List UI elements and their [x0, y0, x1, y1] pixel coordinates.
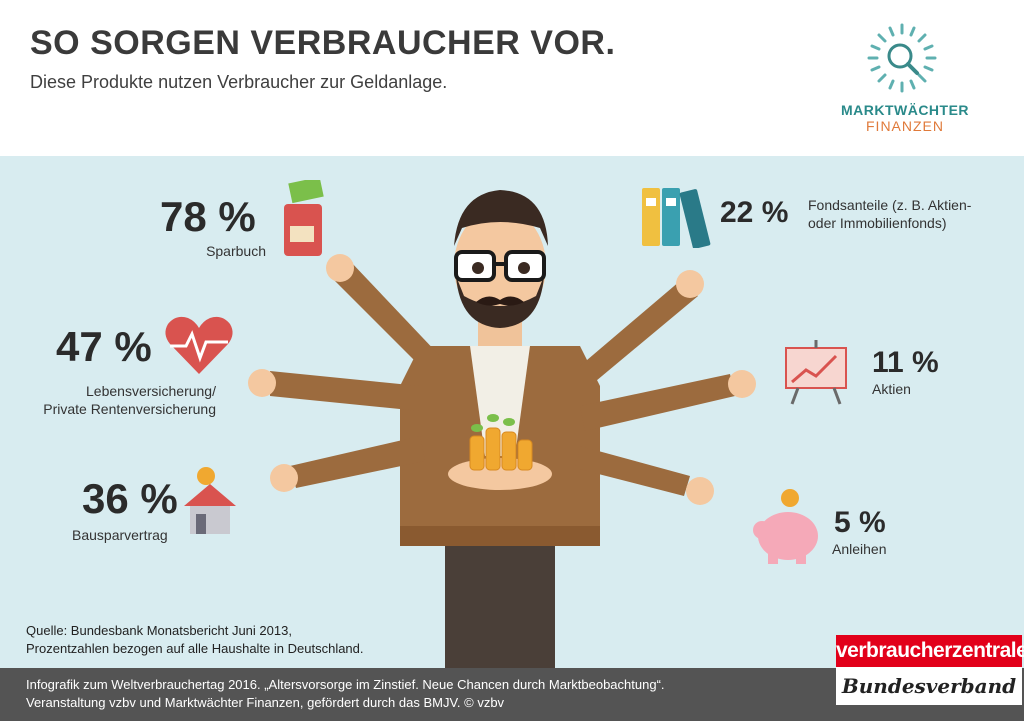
stat-label-line1: Lebensversicherung/: [86, 383, 216, 399]
stat-bausparvertrag-label-wrap: Bausparvertrag: [72, 526, 168, 544]
stat-label: Aktien: [872, 381, 911, 397]
stat-label: Sparbuch: [206, 243, 266, 259]
source-note: Quelle: Bundesbank Monatsbericht Juni 20…: [26, 622, 364, 658]
stat-lebensversicherung-label-wrap: Lebensversicherung/ Private Rentenversic…: [30, 382, 216, 418]
heart-icon: [165, 316, 233, 374]
stat-fondsanteile: 22 %: [720, 198, 788, 228]
footer-line2: Veranstaltung vzbv und Marktwächter Fina…: [26, 695, 505, 710]
source-line1: Quelle: Bundesbank Monatsbericht Juni 20…: [26, 623, 292, 638]
stat-sparbuch-label-wrap: Sparbuch: [190, 242, 266, 260]
footer-text: Infografik zum Weltverbrauchertag 2016. …: [26, 676, 665, 712]
footer-line1: Infografik zum Weltverbrauchertag 2016. …: [26, 677, 665, 692]
source-line2: Prozentzahlen bezogen auf alle Haushalte…: [26, 641, 364, 656]
wallet-icon: [284, 180, 324, 256]
stat-label: Anleihen: [832, 541, 887, 557]
stat-label-line2: Private Rentenversicherung: [43, 401, 216, 417]
man-illustration: [248, 190, 756, 668]
logo-text-finanzen: FINANZEN: [866, 118, 944, 134]
magnifier-icon: [867, 23, 937, 93]
stat-value: 11 %: [872, 346, 939, 379]
footer: Infografik zum Weltverbrauchertag 2016. …: [0, 668, 1024, 721]
stat-anleihen: 5 %: [834, 508, 886, 538]
stat-label-line2: oder Immobilienfonds): [808, 215, 947, 231]
stat-value: 47 %: [56, 323, 152, 370]
piggy-bank-icon: [753, 489, 818, 564]
stat-value: 22 %: [720, 196, 789, 229]
chart-board-icon: [785, 340, 847, 405]
stat-lebensversicherung: 47 %: [56, 326, 152, 368]
binders-icon: [642, 188, 711, 248]
stat-label-line1: Fondsanteile (z. B. Aktien-: [808, 197, 972, 213]
page-subtitle: Diese Produkte nutzen Verbraucher zur Ge…: [30, 72, 448, 92]
stat-aktien: 11 %: [872, 348, 939, 378]
stat-bausparvertrag: 36 %: [82, 478, 178, 520]
stat-anleihen-label-wrap: Anleihen: [832, 540, 887, 558]
verbraucherzentrale-logo: verbraucherzentrale Bundesverband: [836, 635, 1024, 705]
marktwaechter-logo: MARKTWÄCHTER FINANZEN: [830, 22, 980, 142]
brand-top-text: verbraucherzentrale: [836, 635, 1024, 667]
stat-value: 36 %: [82, 475, 178, 522]
stat-fondsanteile-label-wrap: Fondsanteile (z. B. Aktien- oder Immobil…: [808, 196, 971, 232]
brand-bottom-text: Bundesverband: [841, 674, 1017, 698]
header: SO SORGEN VERBRAUCHER VOR. Diese Produkt…: [0, 0, 1024, 156]
stat-value: 78 %: [160, 193, 256, 240]
stat-sparbuch: 78 %: [160, 196, 256, 238]
house-icon: [184, 467, 236, 534]
page-title: SO SORGEN VERBRAUCHER VOR.: [30, 24, 616, 62]
logo-text-marktwaechter: MARKTWÄCHTER: [840, 102, 970, 118]
stat-label: Bausparvertrag: [72, 527, 168, 543]
stat-value: 5 %: [834, 506, 886, 539]
infographic-area: 78 % Sparbuch 47 % Lebensversicherung/ P…: [0, 156, 1024, 668]
stat-aktien-label-wrap: Aktien: [872, 380, 911, 398]
